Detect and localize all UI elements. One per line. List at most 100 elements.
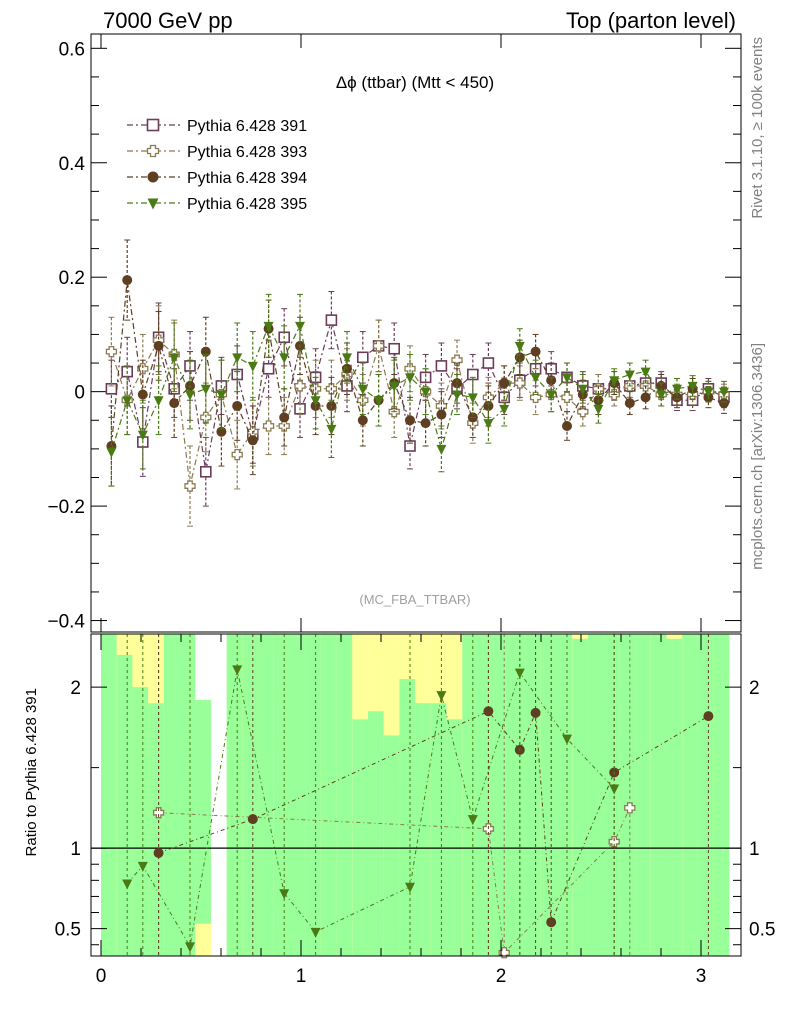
ratio-data-point <box>609 784 620 795</box>
ratio-data-point <box>498 947 510 959</box>
uncertainty-band-inner <box>320 634 337 956</box>
y-tick-label: −0.2 <box>47 497 85 518</box>
data-point <box>200 465 212 478</box>
data-point <box>231 448 243 461</box>
ratio-data-point <box>279 889 290 900</box>
data-point <box>530 373 541 384</box>
y-tick-label: 0.6 <box>59 39 85 60</box>
data-point <box>216 390 227 401</box>
uncertainty-band-inner <box>273 634 290 956</box>
ratio-data-point <box>562 734 572 745</box>
y-tick-label: 0.4 <box>59 154 86 175</box>
data-point <box>562 373 572 384</box>
legend-marker <box>146 118 160 132</box>
data-point <box>263 321 274 332</box>
data-point <box>436 409 447 420</box>
ratio-series-line <box>158 807 631 954</box>
ratio-data-point <box>514 668 525 679</box>
uncertainty-band-inner <box>540 634 557 956</box>
uncertainty-band-inner <box>587 634 604 956</box>
data-point <box>499 404 510 415</box>
uncertainty-band-inner <box>635 634 651 956</box>
series-3 <box>106 239 729 487</box>
main-plot-frame <box>90 33 742 633</box>
data-point <box>216 426 227 437</box>
uncertainty-band-inner <box>415 703 431 956</box>
series-1 <box>105 291 730 507</box>
ratio-y-tick-label-right: 2 <box>749 678 760 699</box>
data-point <box>703 387 714 398</box>
series-2 <box>105 305 730 527</box>
data-point <box>719 398 729 409</box>
uncertainty-band-inner <box>556 634 573 956</box>
data-point <box>577 406 589 418</box>
data-point <box>137 430 148 441</box>
data-point <box>105 345 118 358</box>
legend-marker <box>147 171 159 183</box>
data-point <box>435 360 448 372</box>
data-point <box>624 398 635 409</box>
y-tick-label: 0.2 <box>59 268 85 289</box>
uncertainty-band-inner <box>509 634 526 956</box>
data-point <box>609 376 620 387</box>
ratio-series-line <box>126 669 615 948</box>
mcplots-reference-label: mcplots.cern.ch [arXiv:1306.3436] <box>749 343 766 570</box>
x-tick-label: 0 <box>96 966 107 987</box>
data-point <box>546 390 557 401</box>
analysis-watermark: (MC_FBA_TTBAR) <box>359 592 470 607</box>
data-point <box>105 382 118 395</box>
data-point <box>593 404 604 415</box>
data-point <box>122 396 133 407</box>
data-point <box>530 346 541 357</box>
uncertainty-band-inner <box>682 634 698 956</box>
data-point <box>562 420 572 431</box>
ratio-plot-panel: 0.5 0.5 1 1 2 2 0 1 2 3 Ratio to Pythia 6.428 391 <box>23 633 775 987</box>
ratio-y-tick-label-right: 1 <box>749 839 760 860</box>
ratio-data-point <box>483 706 494 717</box>
legend-label: Pythia 6.428 391 <box>187 118 307 135</box>
uncertainty-band-inner <box>195 700 211 924</box>
data-point <box>482 357 495 369</box>
uncertainty-band-inner <box>289 634 306 956</box>
uncertainty-band-inner <box>430 703 447 956</box>
ratio-data-point <box>310 927 321 938</box>
data-point <box>169 353 180 364</box>
ratio-data-point <box>436 691 447 702</box>
uncertainty-band-inner <box>101 634 117 956</box>
ratio-data-point <box>405 882 415 893</box>
x-tick-label: 1 <box>296 966 307 987</box>
ratio-y-tick-label: 1 <box>70 839 81 860</box>
legend-marker <box>147 198 159 210</box>
ratio-data-point <box>546 917 557 928</box>
legend-label: Pythia 6.428 393 <box>187 144 307 161</box>
uncertainty-band-inner <box>383 735 400 956</box>
data-point <box>262 420 275 432</box>
data-point <box>483 419 494 430</box>
uncertainty-band-inner <box>258 634 274 956</box>
uncertainty-band-inner <box>493 634 510 956</box>
data-point <box>247 361 258 372</box>
data-point <box>310 396 321 407</box>
data-point <box>357 384 368 395</box>
legend: Pythia 6.428 391 Pythia 6.428 393 Pythia 6… <box>127 118 307 213</box>
uncertainty-band-inner <box>477 634 494 956</box>
data-point <box>232 353 243 364</box>
data-point <box>420 387 431 398</box>
data-point <box>719 387 729 398</box>
header-process-label: Top (parton level) <box>566 8 736 33</box>
plot-title: Δϕ (ttbar) (Mtt < 450) <box>336 73 494 92</box>
data-point <box>356 351 369 364</box>
data-point <box>153 396 164 407</box>
ratio-data-point <box>703 711 714 722</box>
ratio-data-point <box>467 815 478 826</box>
ratio-data-point <box>152 807 165 819</box>
data-point <box>672 392 682 403</box>
ratio-data-point <box>185 942 195 953</box>
ratio-series-line <box>158 710 709 923</box>
uncertainty-band-inner <box>462 634 478 956</box>
data-point <box>529 391 542 404</box>
ratio-data-point <box>530 707 541 718</box>
ratio-data-point <box>608 836 620 848</box>
data-point <box>467 393 478 404</box>
